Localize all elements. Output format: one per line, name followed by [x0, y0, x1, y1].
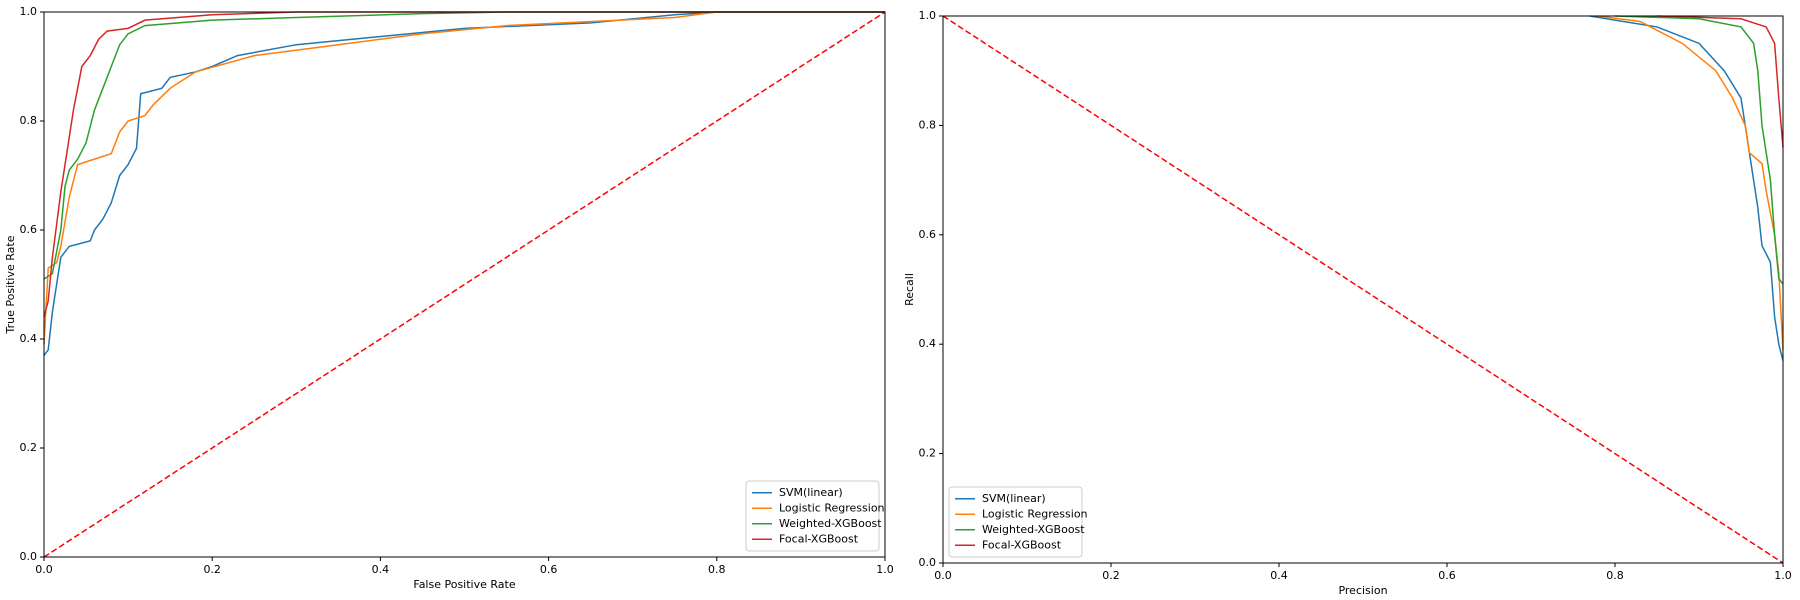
legend-label: Focal-XGBoost — [779, 532, 859, 545]
legend-label: Weighted-XGBoost — [982, 523, 1085, 536]
y-tick-label: 0.2 — [20, 441, 38, 454]
y-tick-label: 0.8 — [20, 114, 38, 127]
x-tick-label: 1.0 — [1774, 569, 1792, 582]
series-line — [43, 11, 885, 280]
y-tick-label: 0.8 — [919, 118, 937, 131]
x-tick-label: 0.0 — [934, 569, 952, 582]
x-tick-label: 0.2 — [203, 563, 221, 576]
legend-label: Weighted-XGBoost — [779, 517, 882, 530]
series-line — [1598, 15, 1784, 350]
series-line — [1656, 15, 1784, 148]
x-tick-label: 0.0 — [35, 563, 53, 576]
series-line — [43, 11, 885, 356]
x-tick-label: 0.6 — [1438, 569, 1456, 582]
y-tick-label: 0.6 — [919, 228, 937, 241]
legend-box — [948, 486, 1083, 558]
y-tick-label: 0.6 — [20, 223, 38, 236]
x-tick-label: 0.4 — [372, 563, 390, 576]
plot-frame — [43, 11, 886, 558]
x-axis-label: Precision — [1338, 584, 1387, 597]
plot-frame — [942, 15, 1784, 564]
x-tick-label: 0.8 — [708, 563, 726, 576]
series-line — [1589, 15, 1784, 361]
x-tick-label: 0.4 — [1270, 569, 1288, 582]
y-tick-label: 0.0 — [20, 550, 38, 563]
legend-label: Focal-XGBoost — [982, 538, 1062, 551]
x-tick-label: 1.0 — [876, 563, 894, 576]
x-tick-label: 0.2 — [1102, 569, 1120, 582]
reference-line — [43, 11, 886, 558]
y-tick-label: 0.2 — [919, 447, 937, 460]
x-tick-label: 0.6 — [540, 563, 558, 576]
y-tick-label: 0.4 — [919, 337, 937, 350]
y-tick-label: 1.0 — [20, 5, 38, 18]
legend-label: Logistic Regression — [779, 501, 885, 514]
reference-line — [942, 15, 1784, 564]
y-tick-label: 0.0 — [919, 556, 937, 569]
legend-label: SVM(linear) — [982, 492, 1046, 505]
legend-label: Logistic Regression — [982, 507, 1088, 520]
legend-label: SVM(linear) — [779, 486, 843, 499]
y-tick-label: 0.4 — [20, 332, 38, 345]
y-axis-label: True Positive Rate — [4, 235, 17, 334]
x-axis-label: False Positive Rate — [413, 578, 515, 591]
series-line — [43, 11, 885, 318]
series-line — [43, 11, 885, 345]
series-line — [1614, 15, 1784, 285]
y-axis-label: Recall — [903, 273, 916, 306]
y-tick-label: 1.0 — [919, 9, 937, 22]
legend-box — [745, 480, 880, 552]
x-tick-label: 0.8 — [1606, 569, 1624, 582]
